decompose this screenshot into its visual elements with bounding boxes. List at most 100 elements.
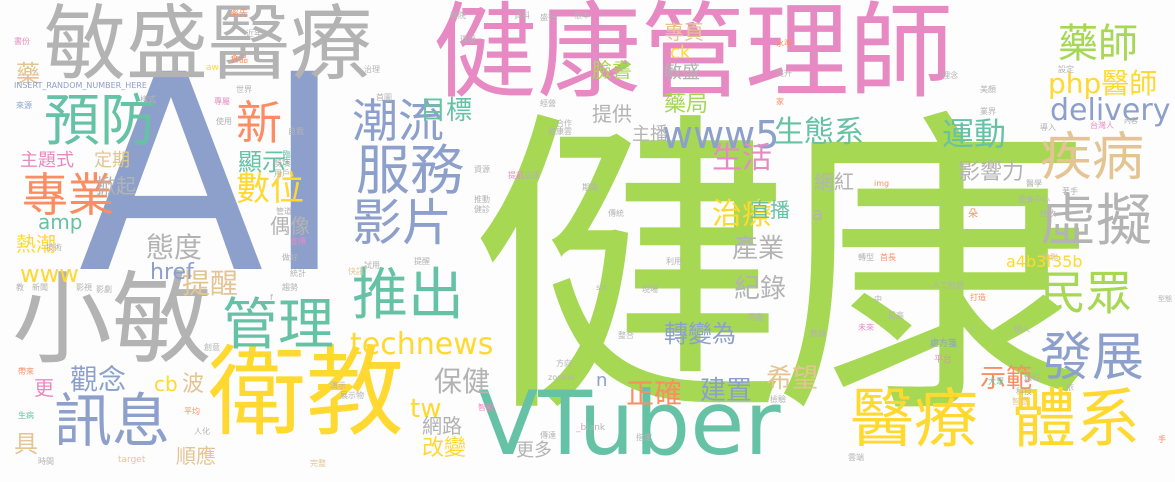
word-yundong: 運動 [942, 115, 1007, 153]
word-shiyong: 試用 [364, 261, 380, 270]
word-jianzhen: 健診 [474, 205, 490, 214]
word-yonghu: 用戶 [274, 169, 290, 178]
word-target: target [118, 455, 146, 465]
word-tigao: 提高 [888, 311, 904, 320]
word-zhili: 治理 [364, 65, 380, 74]
word-jishu: 技術 [46, 243, 62, 252]
word-cb: cb [154, 372, 178, 396]
word-a: a [812, 204, 824, 225]
word-shouzhang: 首長 [880, 253, 896, 262]
word-xiwang: 希望 [766, 364, 819, 394]
word-zhuoshou: 著手 [1062, 187, 1078, 196]
word-daidong: 帶動 [748, 313, 764, 322]
word-jia: 家 [776, 97, 784, 106]
word-yaoju: 藥局 [664, 92, 709, 117]
word-shipin: 食品 [230, 55, 249, 65]
word-shengbing: 生病 [18, 411, 34, 420]
word-ai: AI [78, 18, 345, 334]
word-xianshi: 顯示 [238, 148, 286, 176]
word-zhuanxing: 轉型 [858, 253, 874, 262]
word-dailai: 帶來 [18, 367, 34, 376]
word-zuohao: 做好 [282, 253, 298, 262]
word-ziyuan: 資源 [474, 165, 490, 174]
word-aw: aw [206, 63, 219, 73]
word-yunduan: 雲端 [848, 453, 864, 462]
word-guocheng: 過程 [1024, 373, 1040, 382]
word-fangxiang: 方向 [556, 359, 572, 368]
word-minsheng-medical: 敏盛醫療 [44, 0, 373, 92]
word-tixi: 體系 [1012, 383, 1140, 457]
word-tisheng: 提升 [776, 69, 792, 78]
word-zhuanye-page: 專頁 [664, 20, 704, 44]
word-pingjun: 平均 [184, 407, 200, 416]
word-delivery: delivery [1050, 93, 1171, 128]
word-shoutu: 首圖 [376, 93, 392, 102]
word-guanli: 管理 [222, 293, 334, 358]
word-shou: 手 [1158, 435, 1166, 444]
word-qijian: 期間 [582, 183, 598, 192]
word-xinwen: 新聞 [32, 283, 48, 292]
word-shijian: 時間 [38, 457, 54, 466]
word-chuantong: 傳統 [608, 209, 624, 218]
word-jiankang: 健康 [470, 86, 1092, 456]
word-health-manager: 健康管理師 [433, 0, 954, 113]
word-shengxing: 盛行 [540, 13, 556, 22]
word-zhibo: 直播 [750, 198, 790, 222]
word-yingxiangli: 影響力 [958, 160, 1025, 185]
word-www: www [20, 260, 79, 288]
word-tuichu: 推出 [352, 263, 464, 328]
word-yi: 依 [1066, 383, 1074, 392]
word-href: href [150, 260, 194, 285]
word-shunying: 順應 [176, 444, 216, 468]
word-wanzheng: 完整 [310, 459, 326, 468]
word-zhutishi: 主題式 [20, 150, 74, 171]
word-shuju: 數據 [810, 329, 826, 338]
word-zhiding: 指定 [636, 433, 652, 442]
word-shengtaixi: 生態系 [774, 115, 864, 150]
word-yanshi: 演示 [330, 381, 346, 390]
word-zhong: 中 [874, 295, 882, 304]
word-mubiao: 目標 [420, 96, 473, 126]
word-jilu: 紀錄 [734, 274, 787, 304]
word-laiyuan: 來源 [16, 101, 32, 110]
word-shufen: 書份 [14, 37, 30, 46]
word-renhua: 人化 [194, 427, 210, 436]
word-rechao: 熱潮 [16, 232, 56, 256]
word-ouxiang: 偶像 [270, 214, 310, 238]
word-tixing-small: 提醒 [414, 257, 430, 266]
word-tongji: 統計 [290, 269, 306, 278]
word-tigong: 提供 [592, 102, 632, 126]
word-zhuanshu: 專屬 [214, 97, 230, 106]
word-zhihui: 智慧 [1012, 397, 1028, 406]
word-taidu: 態度 [146, 231, 203, 264]
word-gaibian: 改變 [422, 436, 467, 461]
word-a4b3f35b: a4b3f35b [1006, 252, 1083, 271]
word-dingqi: 定期 [94, 150, 130, 171]
word-jieshou: 接收 [1040, 209, 1056, 218]
word-dazao: 打造 [970, 293, 986, 302]
word-qushi: 趨勢 [282, 283, 298, 292]
word-shuaixian: 率先 [230, 9, 249, 19]
word-technews: technews [350, 327, 494, 362]
word-lianshu: 臉書 [592, 58, 632, 82]
word-genben: 根本 [574, 11, 590, 20]
word-chaoliu: 潮流 [352, 94, 444, 148]
word-xianchang: 現場 [642, 285, 658, 294]
word-tuidong: 推動 [474, 195, 490, 204]
word-yaoshi: 藥師 [1058, 21, 1138, 67]
word-fuwu: 服務 [356, 139, 464, 202]
word-blank: _blank [576, 423, 606, 433]
word-liyong: 利用 [666, 257, 682, 266]
word-weilai: 未來 [858, 323, 874, 332]
word-yiyuan: 醫院 [450, 11, 466, 20]
word-chanye: 產業 [732, 234, 785, 264]
word-img: img [874, 179, 890, 188]
word-yingyang: 營養中心 [1018, 195, 1050, 204]
word-zhanshiwu: 展示物 [340, 391, 364, 400]
word-meiyan: 美顏 [980, 85, 996, 94]
word-minsheng: 敏盛 [664, 62, 700, 83]
word-zhuanye: 專業 [22, 168, 114, 222]
word-shuwei: 數位 [236, 169, 304, 209]
word-dazhong: 大眾 [988, 377, 1004, 386]
